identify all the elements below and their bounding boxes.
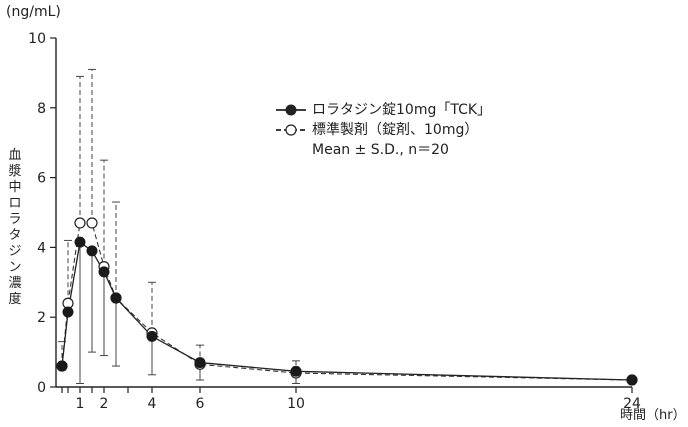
y-tick-label-8: 8 xyxy=(37,101,46,117)
point-reference-2 xyxy=(74,217,86,229)
x-axis-label: 時間（hr） xyxy=(620,408,686,423)
point-test-7 xyxy=(194,357,206,369)
legend-item-test: ロラタジン錠10mg「TCK」 xyxy=(276,100,491,120)
y-axis-label: 血漿中ロラタジン濃度 xyxy=(8,148,22,307)
point-test-1 xyxy=(62,306,74,318)
legend-note: Mean ± S.D., n＝20 xyxy=(312,142,449,158)
point-test-6 xyxy=(146,330,158,342)
point-test-4 xyxy=(98,266,110,278)
legend-open-circle-icon xyxy=(276,124,306,136)
x-tick-label-10: 10 xyxy=(287,396,305,412)
x-tick-label-6: 6 xyxy=(196,396,205,412)
point-test-3 xyxy=(86,245,98,257)
legend-label-reference: 標準製剤（錠剤、10mg） xyxy=(312,122,479,138)
legend-filled-circle-icon xyxy=(276,104,306,116)
series-line-test xyxy=(61,241,633,381)
y-unit-label: (ng/mL) xyxy=(6,4,61,20)
legend-item-reference: 標準製剤（錠剤、10mg） xyxy=(276,120,491,140)
x-tick-label-1: 1 xyxy=(76,396,85,412)
y-tick-label-0: 0 xyxy=(37,380,46,396)
point-test-0 xyxy=(56,360,68,372)
x-tick-label-2: 2 xyxy=(100,396,109,412)
y-tick-label-2: 2 xyxy=(37,310,46,326)
point-reference-3 xyxy=(86,217,98,229)
series-lines xyxy=(61,222,633,381)
point-test-8 xyxy=(290,365,302,377)
point-test-2 xyxy=(74,236,86,248)
y-tick-label-10: 10 xyxy=(28,31,46,47)
point-test-5 xyxy=(110,292,122,304)
x-tick-label-4: 4 xyxy=(148,396,157,412)
series-line-reference xyxy=(61,222,633,381)
x-tick-label-24: 24 xyxy=(623,396,641,412)
legend: ロラタジン錠10mg「TCK」 標準製剤（錠剤、10mg） Mean ± S.D… xyxy=(276,100,491,160)
y-tick-label-4: 4 xyxy=(37,240,46,256)
point-test-9 xyxy=(626,374,638,386)
legend-label-test: ロラタジン錠10mg「TCK」 xyxy=(312,102,492,118)
data-points xyxy=(56,217,638,386)
y-tick-label-6: 6 xyxy=(37,171,46,187)
